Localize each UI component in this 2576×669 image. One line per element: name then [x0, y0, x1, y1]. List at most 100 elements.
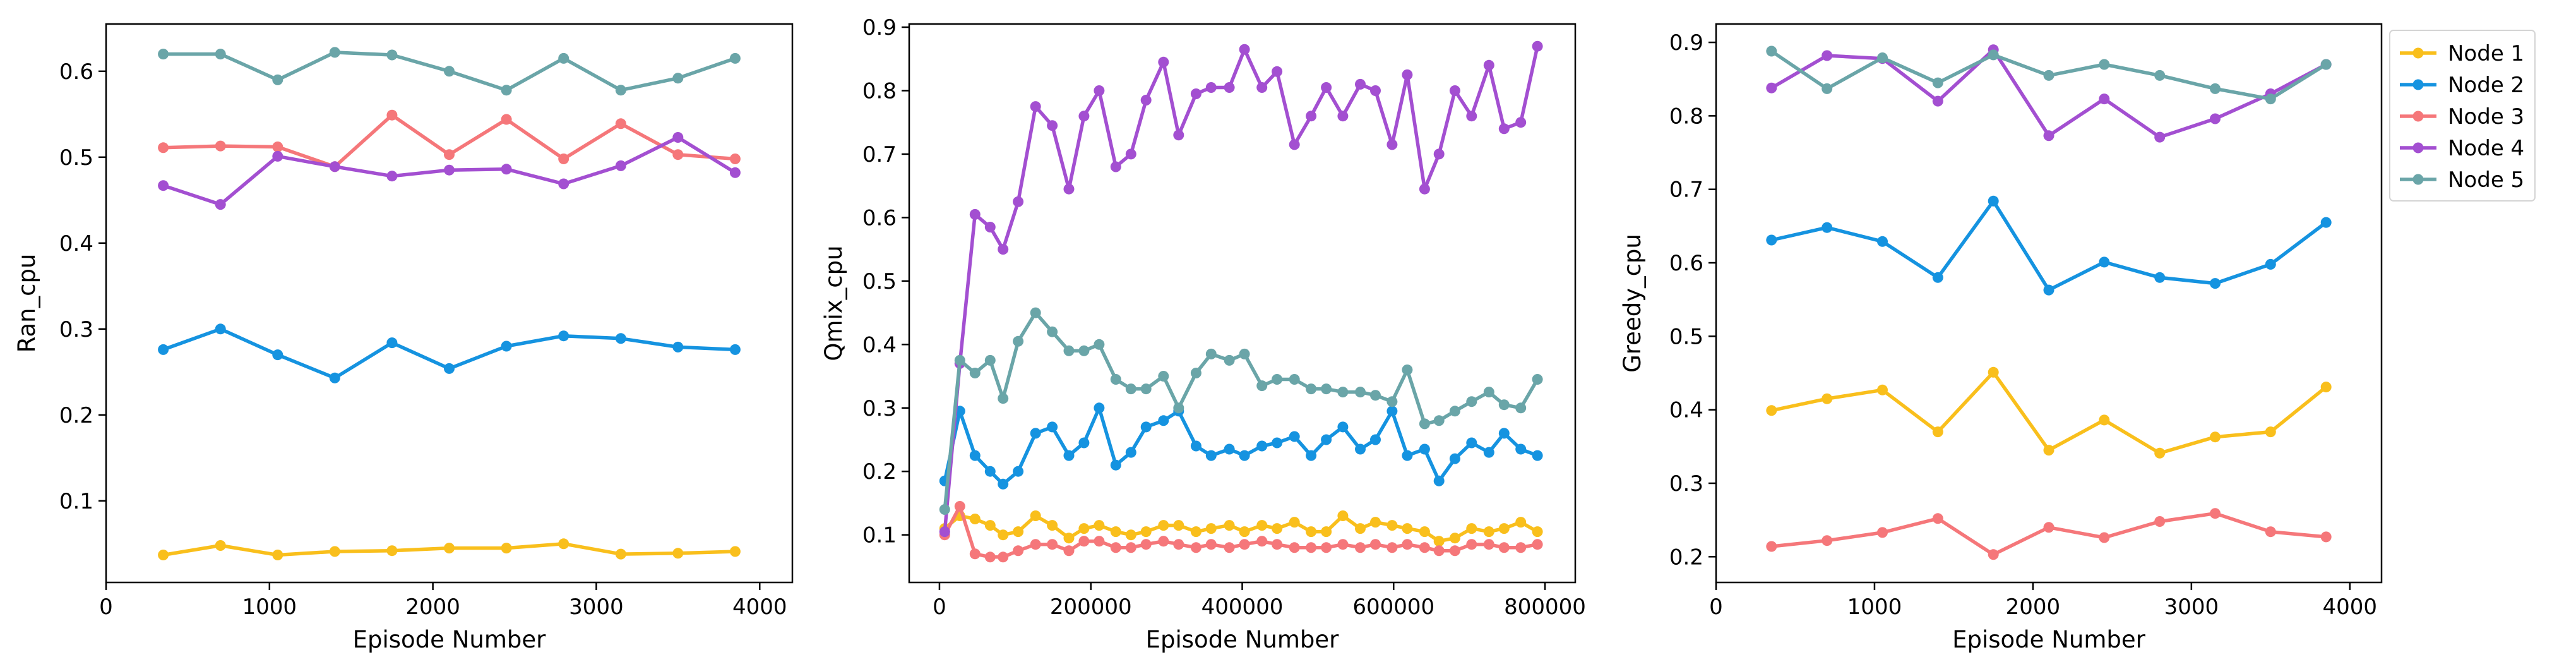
- data-point: [1140, 95, 1152, 105]
- series-line: [1771, 199, 2327, 292]
- data-point: [272, 550, 283, 560]
- y-tick-label: 0.8: [862, 78, 897, 104]
- data-point: [1433, 415, 1445, 426]
- data-point: [558, 178, 569, 190]
- legend-marker: [2412, 174, 2424, 185]
- data-point: [1419, 542, 1430, 553]
- data-point: [1466, 523, 1477, 534]
- data-point: [1272, 437, 1283, 449]
- data-point: [1337, 510, 1349, 521]
- data-point: [272, 142, 283, 152]
- data-point: [969, 368, 981, 378]
- data-point: [329, 372, 340, 383]
- x-tick-label: 600000: [1352, 594, 1434, 620]
- data-point: [1272, 66, 1283, 77]
- data-point: [1110, 542, 1121, 553]
- data-point: [2265, 526, 2276, 538]
- data-point: [729, 344, 741, 355]
- data-point: [729, 167, 741, 178]
- data-point: [1466, 396, 1477, 407]
- data-point: [329, 546, 340, 557]
- x-tick-label: 3000: [569, 594, 624, 620]
- legend-item: Node 2: [2400, 73, 2524, 98]
- data-point: [1306, 450, 1317, 461]
- data-point: [1190, 440, 1202, 452]
- data-point: [1498, 428, 1510, 439]
- data-point: [2043, 522, 2054, 533]
- data-point: [1013, 545, 1024, 557]
- data-point: [1094, 536, 1105, 547]
- x-tick-label: 0: [1709, 594, 1723, 620]
- data-point: [1483, 447, 1494, 458]
- series-node-5: [158, 47, 741, 96]
- data-point: [1140, 539, 1152, 550]
- x-tick-label: 3000: [2164, 594, 2219, 620]
- data-point: [998, 551, 1009, 563]
- data-point: [984, 520, 996, 531]
- data-point: [1013, 526, 1024, 538]
- data-point: [1877, 52, 1888, 63]
- data-point: [1047, 421, 1058, 433]
- data-point: [2099, 59, 2110, 70]
- data-point: [939, 526, 950, 538]
- data-point: [1030, 510, 1041, 521]
- data-point: [1386, 406, 1398, 417]
- data-point: [2210, 83, 2221, 94]
- legend-marker: [2412, 47, 2424, 59]
- data-point: [1355, 542, 1366, 553]
- x-tick-label: 1000: [1847, 594, 1902, 620]
- data-point: [158, 550, 169, 560]
- data-point: [2043, 69, 2054, 81]
- data-point: [615, 85, 626, 96]
- data-point: [1822, 393, 1833, 404]
- y-tick-label: 0.5: [862, 269, 897, 294]
- series-node-4: [158, 132, 741, 210]
- data-point: [386, 171, 398, 182]
- data-point: [2210, 508, 2221, 519]
- data-point: [444, 149, 455, 160]
- data-point: [672, 132, 684, 143]
- data-point: [1063, 345, 1075, 356]
- data-point: [215, 140, 226, 152]
- data-point: [1078, 345, 1090, 356]
- data-point: [2320, 217, 2332, 228]
- series-node-5: [1766, 45, 2332, 105]
- data-point: [444, 164, 455, 176]
- data-point: [1190, 526, 1202, 538]
- data-point: [329, 161, 340, 172]
- data-point: [1386, 542, 1398, 553]
- y-tick-label: 0.3: [862, 396, 897, 421]
- data-point: [558, 52, 569, 64]
- y-tick-label: 0.8: [1669, 104, 1703, 129]
- x-axis-label: Episode Number: [1952, 626, 2145, 653]
- data-point: [1047, 520, 1058, 531]
- data-point: [984, 222, 996, 232]
- data-point: [444, 363, 455, 374]
- data-point: [1063, 450, 1075, 461]
- data-point: [1224, 354, 1235, 366]
- y-tick-label: 0.6: [1669, 251, 1703, 276]
- data-point: [1988, 366, 1999, 378]
- y-tick-label: 0.2: [862, 459, 897, 485]
- data-point: [1321, 434, 1332, 445]
- legend-marker: [2412, 142, 2424, 154]
- data-point: [215, 199, 226, 210]
- data-point: [1483, 387, 1494, 398]
- data-point: [1449, 453, 1460, 464]
- data-point: [272, 150, 283, 162]
- data-point: [1386, 520, 1398, 531]
- series-node-1: [1766, 366, 2332, 459]
- x-tick-label: 2000: [2006, 594, 2061, 620]
- data-point: [1110, 374, 1121, 385]
- data-point: [1125, 383, 1136, 395]
- data-point: [272, 74, 283, 85]
- data-point: [1402, 365, 1413, 375]
- data-point: [1483, 539, 1494, 550]
- data-point: [215, 323, 226, 335]
- data-point: [2210, 113, 2221, 124]
- x-tick-label: 400000: [1202, 594, 1284, 620]
- data-point: [1013, 335, 1024, 347]
- data-point: [672, 149, 684, 160]
- data-point: [1515, 517, 1527, 528]
- data-point: [1140, 383, 1152, 395]
